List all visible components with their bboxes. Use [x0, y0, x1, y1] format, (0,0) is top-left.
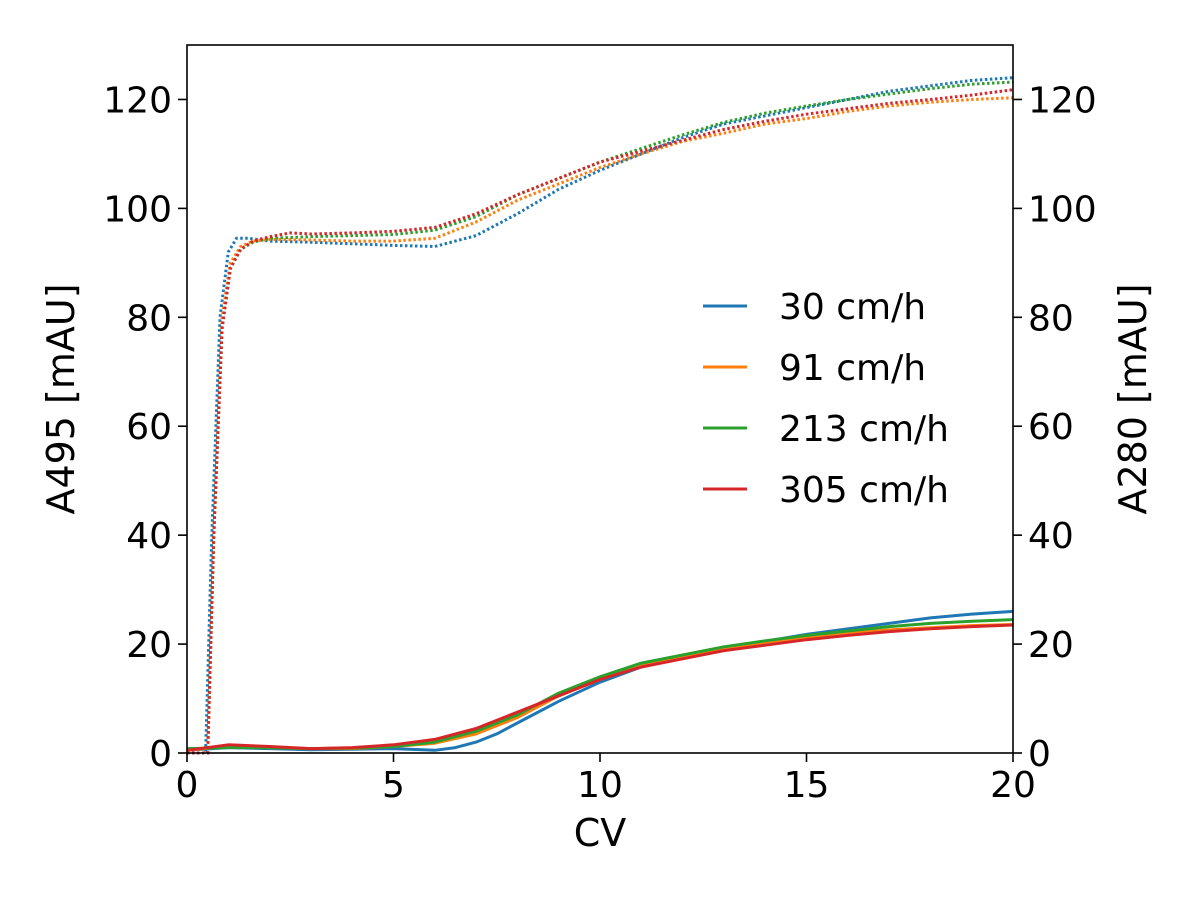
legend: 30 cm/h 91 cm/h 213 cm/h 305 cm/h [703, 287, 949, 511]
legend-label-1: 30 cm/h [779, 287, 926, 328]
y-right-tick-label: 80 [1028, 298, 1074, 339]
x-tick-label: 5 [382, 765, 405, 806]
legend-label-3: 213 cm/h [779, 409, 949, 450]
y-left-tick-label: 0 [149, 734, 172, 775]
legend-label-4: 305 cm/h [779, 470, 949, 511]
y-right-tick-label: 100 [1028, 189, 1097, 230]
y-left-tick-label: 60 [126, 407, 172, 448]
plot-frame [186, 44, 1014, 754]
y-right-tick-label: 0 [1028, 734, 1051, 775]
series-3-a495-line [186, 618, 1014, 751]
series-1-a280-line [187, 76, 1014, 755]
legend-label-2: 91 cm/h [779, 348, 926, 389]
y-right-tick-label: 40 [1028, 516, 1074, 557]
y-axis-title-left: A495 [mAU] [39, 283, 83, 514]
y-right-tick-label: 120 [1028, 80, 1097, 121]
series-layer [186, 76, 1014, 755]
y-axis-title-right: A280 [mAU] [1111, 283, 1155, 514]
y-right-tick-label: 60 [1028, 407, 1074, 448]
x-tick-label: 15 [784, 765, 830, 806]
y-left-tick-label: 100 [103, 189, 172, 230]
y-left-tick-label: 80 [126, 298, 172, 339]
y-right-tick-label: 20 [1028, 625, 1074, 666]
y-left-tick-label: 40 [126, 516, 172, 557]
x-tick-label: 0 [176, 765, 199, 806]
x-axis-title: CV [574, 811, 627, 855]
y-left-tick-label: 20 [126, 625, 172, 666]
series-4-a495-line [186, 623, 1014, 752]
x-tick-label: 10 [577, 765, 623, 806]
series-2-a495-line [186, 623, 1014, 752]
x-tick-label: 20 [990, 765, 1036, 806]
y-left-tick-label: 120 [103, 80, 172, 121]
